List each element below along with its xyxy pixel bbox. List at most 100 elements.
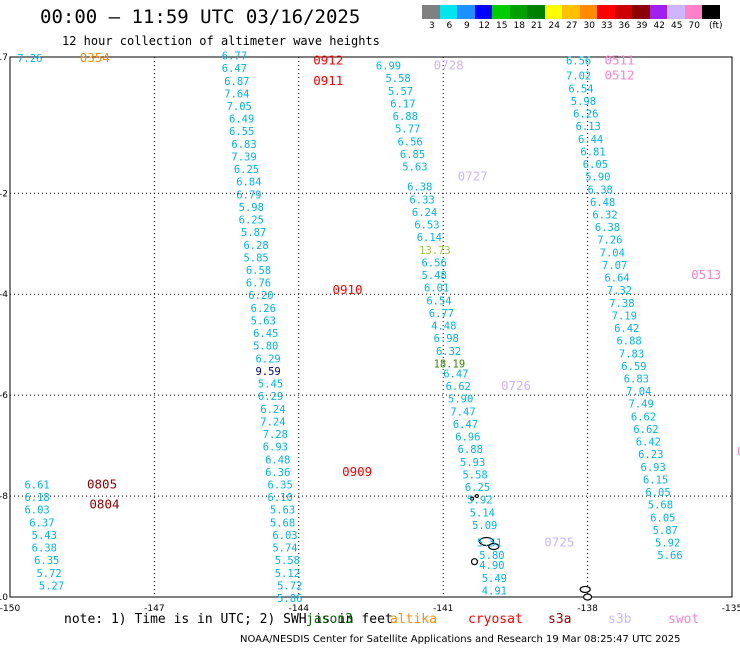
pass-time-label: 0805 [87, 476, 117, 491]
wave-height-value: 13.73 [419, 245, 451, 257]
legend-tick-label: 45 [671, 21, 683, 31]
wave-height-value: 6.47 [443, 368, 468, 380]
wave-height-value: 6.24 [260, 404, 285, 416]
pass-time-label: 0727 [458, 169, 488, 184]
credits-footer: NOAA/NESDIS Center for Satellite Applica… [240, 634, 681, 645]
wave-height-value: 7.26 [17, 53, 42, 65]
wave-height-value: 5.72 [277, 580, 302, 592]
pass-time-label: 0725 [544, 535, 574, 550]
pass-time-label: 0511 [604, 53, 634, 68]
wave-height-value: 6.10 [268, 492, 293, 504]
wave-height-value: 6.88 [616, 336, 641, 348]
wave-height-value: 6.76 [246, 278, 271, 290]
wave-height-value: 5.72 [36, 568, 61, 580]
wave-height-value: 5.14 [470, 507, 495, 519]
legend-tick-label: 12 [478, 21, 490, 31]
wave-height-value: 5.87 [653, 525, 678, 537]
wave-height-value: 6.62 [446, 381, 471, 393]
satellite-altika-label: altika [390, 612, 437, 627]
wave-height-value: 5.51 [477, 538, 502, 550]
legend-swatch [562, 5, 580, 19]
wave-height-value: 6.47 [453, 419, 478, 431]
map-frame [9, 56, 733, 598]
latitude-tick-label: -2 [0, 189, 8, 199]
longitude-tick-label: -141 [433, 604, 453, 614]
color-legend [422, 5, 720, 19]
longitude-tick-label: -144 [289, 604, 310, 614]
longitude-tick-label: -147 [144, 604, 164, 614]
wave-height-value: 7.19 [612, 310, 637, 322]
latitude-tick-label: -8 [0, 492, 8, 502]
longitude-tick-label: -150 [0, 604, 20, 614]
pass-time-label: 0512 [604, 68, 634, 83]
wave-height-value: 6.05 [583, 159, 608, 171]
wave-height-value: 7.05 [227, 101, 252, 113]
wave-height-value: 6.36 [265, 467, 290, 479]
latitude-tick-label: -6 [0, 391, 8, 401]
wave-height-value: 6.48 [265, 454, 290, 466]
wave-height-value: 7.24 [260, 416, 285, 428]
wave-height-value: 6.42 [636, 437, 661, 449]
wave-height-value: 6.05 [650, 512, 675, 524]
wave-height-value: 5.80 [253, 341, 278, 353]
wave-height-value: 5.92 [655, 538, 680, 550]
latitude-tick-label: 0.7 [0, 53, 8, 63]
wave-height-value: 6.83 [231, 139, 256, 151]
legend-tick-label: 39 [636, 21, 648, 31]
wave-height-value: 6.56 [422, 257, 447, 269]
legend-tick-label: 30 [583, 21, 595, 31]
wave-height-value: 6.93 [263, 442, 288, 454]
wave-height-value: 5.63 [251, 315, 276, 327]
island-coastline [469, 496, 475, 501]
wave-height-value: 5.45 [258, 379, 283, 391]
wave-height-value: 6.96 [455, 432, 480, 444]
legend-tick-label: 18 [513, 21, 525, 31]
wave-height-value: 5.85 [243, 252, 268, 264]
wave-height-value: 6.38 [588, 184, 613, 196]
pass-time-label: 0804 [89, 497, 119, 512]
wave-height-value: 7.02 [566, 71, 591, 83]
wave-height-value: 6.49 [229, 114, 254, 126]
legend-unit-label: (ft) [709, 21, 723, 31]
wave-height-value: 6.03 [24, 505, 49, 517]
wave-height-value: 7.32 [607, 285, 632, 297]
wave-height-value: 5.27 [39, 580, 64, 592]
wave-height-value: 6.88 [393, 111, 418, 123]
wave-height-value: 5.48 [422, 270, 447, 282]
legend-swatch [509, 5, 527, 19]
wave-height-value: 6.61 [24, 479, 49, 491]
map-title: 00:00 – 11:59 UTC 03/16/2025 [40, 6, 361, 28]
wave-height-value: 6.56 [566, 56, 591, 68]
wave-height-value: 7.07 [602, 260, 627, 272]
wave-height-value: 18.19 [434, 358, 466, 370]
wave-height-value: 6.93 [641, 462, 666, 474]
wave-height-value: 6.33 [410, 194, 435, 206]
wave-height-value: 5.86 [277, 593, 302, 605]
wave-height-value: 7.39 [231, 151, 256, 163]
legend-tick-label: 15 [496, 21, 508, 31]
legend-swatch [702, 5, 720, 19]
wave-height-value: 5.87 [241, 227, 266, 239]
wave-height-value: 7.49 [629, 399, 654, 411]
wave-height-value: 7.64 [224, 88, 249, 100]
wave-height-value: 6.23 [638, 449, 663, 461]
wave-height-value: 6.17 [390, 98, 415, 110]
wave-height-value: 5.63 [402, 162, 427, 174]
wave-height-value: 6.44 [578, 134, 603, 146]
wave-height-value: 5.68 [648, 500, 673, 512]
legend-tick-label: 33 [601, 21, 613, 31]
legend-swatch [457, 5, 475, 19]
wave-height-value: 5.43 [32, 530, 57, 542]
satellite-jason3-label: jason3 [306, 612, 353, 627]
wave-height-value: 6.58 [246, 265, 271, 277]
wave-height-value: 6.53 [414, 220, 439, 232]
wave-height-value: 6.87 [224, 76, 249, 88]
legend-swatch [527, 5, 545, 19]
wave-height-value: 5.49 [482, 573, 507, 585]
wave-height-value: 6.32 [592, 209, 617, 221]
wave-height-value: 6.59 [621, 361, 646, 373]
legend-tick-label: 21 [531, 21, 543, 31]
latitude-tick-label: -10 [0, 593, 8, 603]
wave-height-value: 5.58 [462, 469, 487, 481]
